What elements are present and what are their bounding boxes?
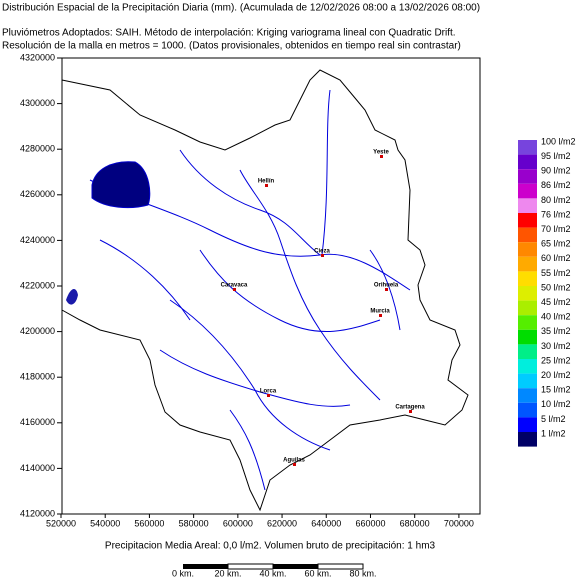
rivers	[89, 89, 411, 491]
y-tick-label: 4280000	[20, 144, 55, 154]
scale-label: 60 km.	[304, 568, 331, 578]
subtitle: Resolución de la malla en metros = 1000.…	[2, 41, 461, 52]
legend-label: 95 l/m2	[541, 151, 571, 161]
legend-swatch	[518, 227, 537, 243]
scale-label: 40 km.	[259, 568, 286, 578]
y-tick-label: 4160000	[20, 417, 55, 427]
y-tick-label: 4260000	[20, 189, 55, 199]
town-marker	[379, 314, 382, 317]
x-tick-label: 600000	[223, 518, 253, 528]
y-tick-label: 4240000	[20, 235, 55, 245]
legend-label: 20 l/m2	[541, 370, 571, 380]
legend-label: 5 l/m2	[541, 414, 566, 424]
town-marker	[380, 155, 383, 158]
x-tick-label: 580000	[179, 518, 209, 528]
town-marker	[409, 410, 412, 413]
precipitation-area	[91, 161, 151, 209]
y-tick-label: 4320000	[20, 52, 55, 62]
town-marker	[321, 254, 324, 257]
legend-label: 65 l/m2	[541, 239, 571, 249]
legend-label: 30 l/m2	[541, 341, 571, 351]
scale-segment	[183, 564, 228, 569]
town-label: Lorca	[260, 389, 277, 395]
y-tick-label: 4200000	[20, 326, 55, 336]
legend-swatch	[518, 432, 537, 447]
title: Distribución Espacial de la Precipitació…	[2, 3, 480, 14]
y-tick-label: 4140000	[20, 463, 55, 473]
town-label: Hellín	[258, 179, 275, 185]
x-tick-label: 700000	[444, 518, 474, 528]
legend-swatch	[518, 242, 537, 257]
legend-swatch	[518, 359, 537, 374]
town-label: Aguilas	[283, 458, 305, 464]
y-tick-label: 4180000	[20, 372, 55, 382]
x-tick-label: 620000	[267, 518, 297, 528]
town-marker	[293, 463, 296, 466]
x-tick-label: 680000	[400, 518, 430, 528]
scale-label: 0 km.	[172, 568, 194, 578]
legend-swatch	[518, 417, 537, 432]
legend-swatch	[518, 300, 537, 316]
legend-label: 35 l/m2	[541, 326, 571, 336]
x-tick-label: 660000	[355, 518, 385, 528]
town-label: Cartagena	[395, 405, 425, 411]
town-label: Cieza	[314, 249, 330, 255]
legend-label: 76 l/m2	[541, 209, 571, 219]
x-tick-label: 520000	[46, 518, 76, 528]
legend-label: 60 l/m2	[541, 253, 571, 263]
x-tick-label: 540000	[90, 518, 120, 528]
legend-label: 45 l/m2	[541, 297, 571, 307]
legend-swatch	[518, 213, 537, 228]
legend-swatch	[518, 286, 537, 301]
legend-swatch	[518, 315, 537, 330]
y-tick-label: 4120000	[20, 508, 55, 518]
basin-outline	[61, 69, 469, 512]
legend-swatch	[518, 271, 537, 286]
town-label: Yeste	[373, 150, 389, 156]
precipitation-area	[66, 288, 78, 305]
town-marker	[385, 288, 388, 291]
legend-swatch	[518, 256, 537, 272]
legend-label: 86 l/m2	[541, 180, 571, 190]
town-marker	[265, 184, 268, 187]
legend-label: 55 l/m2	[541, 268, 571, 278]
legend-swatch	[518, 402, 537, 418]
y-tick-label: 4300000	[20, 98, 55, 108]
legend-label: 100 l/m2	[541, 136, 576, 146]
footer: Precipitacion Media Areal: 0,0 l/m2. Vol…	[105, 541, 436, 552]
town-marker	[233, 288, 236, 291]
subtitle: Pluviómetros Adoptados: SAIH. Método de …	[2, 28, 456, 39]
legend-swatch	[518, 329, 537, 345]
town-label: Orihuela	[374, 283, 399, 289]
scale-label: 20 km.	[214, 568, 241, 578]
legend-label: 80 l/m2	[541, 195, 571, 205]
scale-segment	[317, 563, 364, 570]
legend-swatch	[518, 373, 537, 389]
scale-segment	[273, 564, 318, 569]
legend-label: 50 l/m2	[541, 282, 571, 292]
y-tick-label: 4220000	[20, 280, 55, 290]
legend-swatch	[518, 388, 537, 403]
legend-swatch	[518, 198, 537, 213]
legend-swatch	[518, 344, 537, 359]
legend-label: 90 l/m2	[541, 166, 571, 176]
town-label: Murcia	[370, 309, 390, 315]
x-tick-label: 560000	[134, 518, 164, 528]
town-marker	[267, 394, 270, 397]
scale-label: 80 km.	[349, 568, 376, 578]
town-label: Caravaca	[221, 283, 248, 289]
legend-label: 70 l/m2	[541, 224, 571, 234]
legend-label: 15 l/m2	[541, 385, 571, 395]
legend-swatch	[518, 183, 537, 199]
legend-label: 10 l/m2	[541, 399, 571, 409]
legend-swatch	[518, 140, 537, 155]
x-tick-label: 640000	[311, 518, 341, 528]
legend-label: 40 l/m2	[541, 312, 571, 322]
legend-swatch	[518, 169, 537, 184]
legend-label: 1 l/m2	[541, 428, 566, 438]
legend-swatch	[518, 154, 537, 170]
legend-label: 25 l/m2	[541, 355, 571, 365]
